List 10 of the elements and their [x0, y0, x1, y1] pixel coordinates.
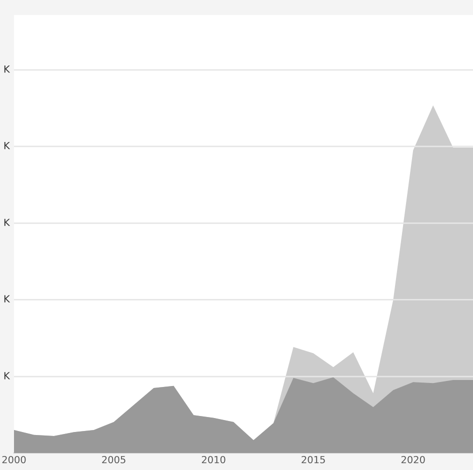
ref-line-label: K	[4, 372, 10, 380]
ref-line-label: K	[4, 66, 10, 73]
x-tick-label: 2020	[401, 456, 425, 464]
x-tick-label: 2000	[2, 456, 26, 464]
x-tick-label: 2005	[102, 456, 126, 464]
x-tick-label: 2010	[202, 456, 226, 464]
ref-line-label: K	[4, 295, 10, 302]
ref-line-label: K	[4, 142, 10, 150]
ref-line-label: K	[4, 218, 10, 226]
x-tick-label: 2015	[302, 456, 325, 464]
